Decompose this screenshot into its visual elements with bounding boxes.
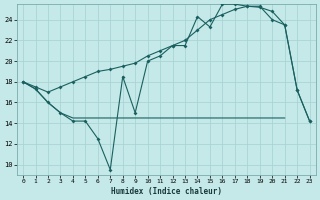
- X-axis label: Humidex (Indice chaleur): Humidex (Indice chaleur): [111, 187, 222, 196]
